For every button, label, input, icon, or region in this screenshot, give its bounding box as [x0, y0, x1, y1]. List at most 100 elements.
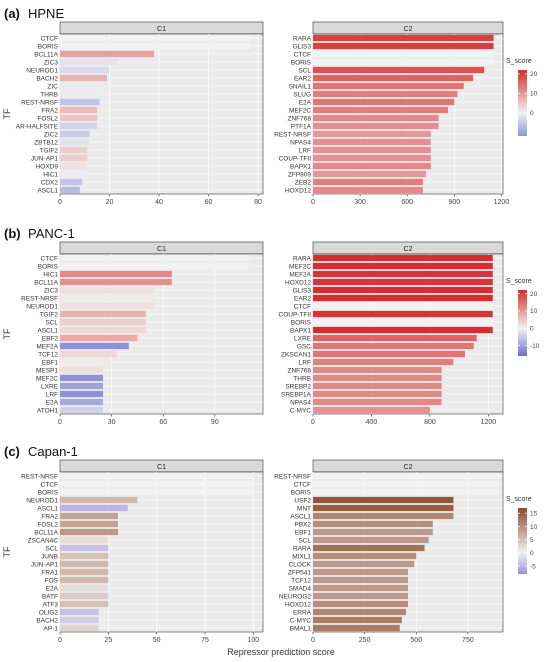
y-tick-label: NEUROD1	[26, 67, 58, 74]
y-tick-label: E2A	[46, 585, 59, 592]
bar: SCL	[60, 544, 109, 552]
bar: MEF2C	[313, 262, 493, 270]
legend-tick-label: 0	[530, 550, 534, 557]
bar: BCL11A	[60, 50, 155, 58]
bar: USF2	[313, 496, 454, 504]
bar: JUN-AP1	[60, 154, 88, 162]
legend-tick-label: -10	[530, 343, 540, 350]
y-tick-label: HIC1	[43, 171, 58, 178]
facet-title: C2	[404, 246, 413, 253]
bar: REST-NRSF	[60, 98, 100, 106]
y-tick-label: BORIS	[291, 489, 312, 496]
y-tick-label: RARA	[293, 35, 312, 42]
bar: EAR2	[313, 74, 474, 82]
y-tick-label: USF2	[294, 497, 311, 504]
y-tick-label: ATF3	[43, 601, 59, 608]
y-tick-label: COUP-TFII	[279, 311, 312, 318]
y-tick-label: FRA2	[41, 513, 58, 520]
y-tick-label: TCF12	[291, 577, 311, 584]
plot-area	[312, 33, 504, 195]
y-tick-label: MNT	[297, 505, 311, 512]
bar: ASCL1	[313, 512, 454, 520]
y-tick-label: REST-NRSF	[274, 131, 311, 138]
y-tick-label: HOXD12	[285, 601, 311, 608]
y-tick-label: BCL11A	[34, 51, 58, 58]
x-tick-label: 90	[211, 419, 219, 426]
bar: FOS	[60, 576, 109, 584]
y-tick-label: FOS	[45, 577, 59, 584]
facet-title: C1	[157, 464, 166, 471]
x-tick-label: 0	[58, 419, 62, 426]
bar: ZIC2	[60, 130, 90, 138]
y-tick-label: EBF2	[42, 335, 59, 342]
bar: BATF	[60, 592, 109, 600]
y-tick-label: E2A	[299, 99, 312, 106]
x-tick-label: 300	[354, 199, 366, 206]
bar: PBX2	[313, 520, 433, 528]
x-tick-label: 0	[58, 199, 62, 206]
y-tick-label: REST-NRSF	[21, 295, 58, 302]
plot-area	[59, 471, 264, 633]
y-tick-label: BORIS	[38, 263, 59, 270]
plot-area	[312, 253, 504, 415]
x-tick-label: 900	[448, 199, 460, 206]
x-tick-label: 30	[108, 419, 116, 426]
bar: MEF2C	[313, 106, 449, 114]
y-tick-label: OLIG2	[39, 609, 59, 616]
bar: ASCL1	[60, 186, 80, 194]
x-tick-label: 25	[104, 637, 112, 644]
y-tick-label: SREBP2	[285, 383, 311, 390]
bar: SCL	[313, 536, 429, 544]
y-tick-label: BCL11A	[34, 529, 58, 536]
y-tick-label: CLOCK	[289, 561, 312, 568]
y-tick-label: GLIS3	[293, 287, 312, 294]
bar: ZIC3	[60, 286, 155, 294]
y-tick-label: NEUROD1	[26, 497, 58, 504]
y-tick-label: E2A	[46, 399, 59, 406]
y-tick-label: SMAD4	[289, 585, 312, 592]
bar: FRA2	[60, 512, 118, 520]
bar: ZIC3	[60, 58, 117, 66]
legend-tick-label: 15	[530, 511, 538, 518]
bar: CTCF	[313, 302, 493, 310]
bar: LXRE	[313, 334, 477, 342]
bar: EBF1	[313, 528, 433, 536]
plot-area	[59, 253, 264, 415]
y-tick-label: BACH2	[36, 75, 58, 82]
bar: SREBP1A	[313, 390, 442, 398]
y-tick-label: ZEB2	[295, 179, 312, 186]
bar: BORIS	[313, 58, 494, 66]
y-tick-label: PTF1A	[291, 123, 312, 130]
x-tick-label: 60	[205, 199, 213, 206]
y-tick-label: ZIC3	[44, 287, 58, 294]
x-axis-label: Repressor prediction score	[227, 647, 335, 657]
y-tick-label: TCF12	[38, 351, 58, 358]
legend-colorbar	[518, 70, 527, 136]
bar: ZFP541	[313, 568, 408, 576]
y-tick-label: MIXL1	[292, 553, 311, 560]
y-tick-label: BACH2	[36, 617, 58, 624]
bar: CTCF	[60, 34, 251, 42]
y-tick-label: ATOH1	[37, 407, 58, 414]
bar: GSC	[313, 342, 474, 350]
bar: MEF2A	[60, 342, 129, 350]
bar: C-MYC	[313, 616, 402, 624]
bar: BORIS	[60, 42, 251, 50]
bar: PTF1A	[313, 122, 439, 130]
bar: ATOH1	[60, 406, 104, 414]
y-tick-label: ZIC3	[44, 59, 58, 66]
bar: CTCF	[60, 480, 254, 488]
bar: CTCF	[60, 254, 250, 262]
bar: SREBP2	[313, 382, 442, 390]
facet-title: C2	[404, 26, 413, 33]
bar: FRA2	[60, 106, 98, 114]
legend-tick-label: -5	[530, 563, 536, 570]
bar: CDX2	[60, 178, 83, 186]
x-tick-label: 60	[159, 419, 167, 426]
bar: ZNF768	[313, 366, 442, 374]
y-tick-label: SREBP1A	[281, 391, 312, 398]
bar: E2A	[60, 584, 109, 592]
y-tick-label: HOXD9	[36, 163, 59, 170]
